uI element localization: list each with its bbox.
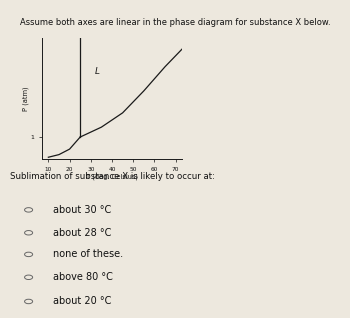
Text: Sublimation of substance X is likely to occur at:: Sublimation of substance X is likely to …	[10, 172, 216, 181]
Text: about 28 °C: about 28 °C	[53, 228, 112, 238]
X-axis label: T (deg. Celsius): T (deg. Celsius)	[86, 173, 138, 180]
Text: L: L	[94, 66, 100, 76]
Y-axis label: P (atm): P (atm)	[23, 86, 29, 111]
Text: Assume both axes are linear in the phase diagram for substance X below.: Assume both axes are linear in the phase…	[20, 18, 330, 27]
Text: about 30 °C: about 30 °C	[53, 205, 112, 215]
Text: none of these.: none of these.	[53, 249, 124, 259]
Text: above 80 °C: above 80 °C	[53, 272, 113, 282]
Text: about 20 °C: about 20 °C	[53, 296, 112, 307]
